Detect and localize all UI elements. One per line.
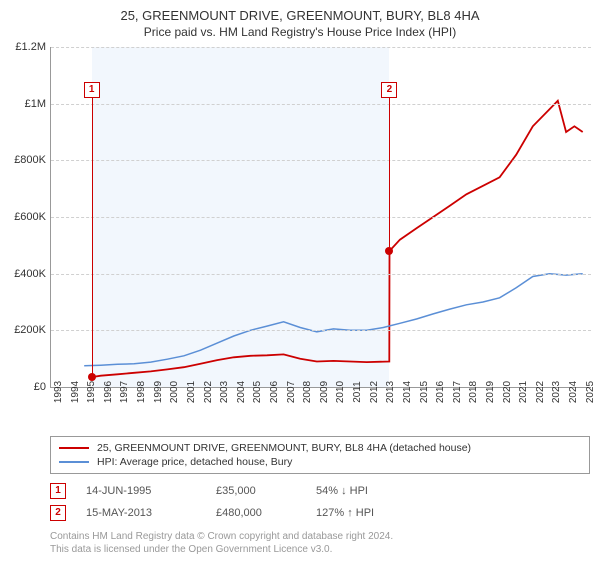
legend-label: 25, GREENMOUNT DRIVE, GREENMOUNT, BURY, … [97, 442, 471, 454]
footer-attribution: Contains HM Land Registry data © Crown c… [50, 530, 590, 556]
x-tick-label: 1993 [53, 381, 64, 403]
x-tick-label: 2002 [203, 381, 214, 403]
x-tick-label: 1998 [136, 381, 147, 403]
sale-row-marker: 1 [50, 483, 66, 499]
sale-marker-box: 1 [84, 82, 100, 98]
x-tick-label: 1994 [70, 381, 81, 403]
x-tick-label: 2019 [485, 381, 496, 403]
sales-table: 1 14-JUN-1995£35,00054% ↓ HPI 2 15-MAY-2013… [50, 480, 590, 524]
x-tick-label: 2022 [535, 381, 546, 403]
chart-title: 25, GREENMOUNT DRIVE, GREENMOUNT, BURY, … [0, 0, 600, 25]
y-tick-label: £200K [14, 324, 51, 336]
x-tick-label: 2014 [402, 381, 413, 403]
sale-marker-dot [88, 373, 96, 381]
plot-area: £0£200K£400K£600K£800K£1M£1.2M12 [50, 47, 591, 388]
gridline [51, 47, 591, 48]
chart-subtitle: Price paid vs. HM Land Registry's House … [0, 25, 600, 47]
x-tick-label: 1995 [86, 381, 97, 403]
sale-marker-dot [385, 247, 393, 255]
x-tick-label: 2004 [236, 381, 247, 403]
x-tick-label: 2005 [252, 381, 263, 403]
footer-line-1: Contains HM Land Registry data © Crown c… [50, 530, 590, 543]
sale-row: 2 15-MAY-2013£480,000127% ↑ HPI [50, 502, 590, 524]
sale-vline [389, 90, 390, 252]
sale-row: 1 14-JUN-1995£35,00054% ↓ HPI [50, 480, 590, 502]
x-tick-label: 2013 [385, 381, 396, 403]
x-tick-label: 2000 [169, 381, 180, 403]
x-tick-label: 2024 [568, 381, 579, 403]
x-tick-label: 2025 [585, 381, 596, 403]
y-tick-label: £600K [14, 211, 51, 223]
sale-date: 14-JUN-1995 [86, 485, 216, 497]
legend-label: HPI: Average price, detached house, Bury [97, 456, 292, 468]
x-tick-label: 2023 [551, 381, 562, 403]
sale-date: 15-MAY-2013 [86, 507, 216, 519]
x-tick-label: 2007 [286, 381, 297, 403]
x-tick-label: 2006 [269, 381, 280, 403]
x-tick-label: 2021 [518, 381, 529, 403]
sale-marker-box: 2 [381, 82, 397, 98]
legend-item: HPI: Average price, detached house, Bury [59, 455, 581, 469]
x-tick-label: 2016 [435, 381, 446, 403]
sale-vline [92, 90, 93, 378]
sale-row-marker: 2 [50, 505, 66, 521]
x-tick-label: 1999 [153, 381, 164, 403]
x-tick-label: 2018 [468, 381, 479, 403]
x-tick-label: 2003 [219, 381, 230, 403]
x-tick-label: 1997 [119, 381, 130, 403]
series-hpi [84, 274, 583, 366]
x-tick-label: 1996 [103, 381, 114, 403]
y-tick-label: £1M [25, 98, 51, 110]
sale-pct-vs-hpi: 127% ↑ HPI [316, 507, 446, 519]
sale-price: £480,000 [216, 507, 316, 519]
legend-swatch [59, 461, 89, 463]
x-tick-label: 2011 [352, 381, 363, 403]
x-tick-label: 2020 [502, 381, 513, 403]
sale-pct-vs-hpi: 54% ↓ HPI [316, 485, 446, 497]
gridline [51, 160, 591, 161]
x-tick-label: 2017 [452, 381, 463, 403]
y-tick-label: £0 [34, 381, 51, 393]
gridline [51, 217, 591, 218]
x-axis-labels: 1993199419951996199719981999200020012002… [50, 388, 590, 428]
sale-price: £35,000 [216, 485, 316, 497]
legend-item: 25, GREENMOUNT DRIVE, GREENMOUNT, BURY, … [59, 441, 581, 455]
x-tick-label: 2009 [319, 381, 330, 403]
footer-line-2: This data is licensed under the Open Gov… [50, 543, 590, 556]
gridline [51, 330, 591, 331]
x-tick-label: 2010 [335, 381, 346, 403]
x-tick-label: 2001 [186, 381, 197, 403]
gridline [51, 104, 591, 105]
gridline [51, 274, 591, 275]
x-tick-label: 2008 [302, 381, 313, 403]
y-tick-label: £1.2M [15, 41, 51, 53]
chart-container: 25, GREENMOUNT DRIVE, GREENMOUNT, BURY, … [0, 0, 600, 556]
y-tick-label: £400K [14, 268, 51, 280]
y-tick-label: £800K [14, 154, 51, 166]
x-tick-label: 2012 [369, 381, 380, 403]
series-property [92, 101, 583, 377]
legend-swatch [59, 447, 89, 449]
legend-box: 25, GREENMOUNT DRIVE, GREENMOUNT, BURY, … [50, 436, 590, 474]
x-tick-label: 2015 [419, 381, 430, 403]
